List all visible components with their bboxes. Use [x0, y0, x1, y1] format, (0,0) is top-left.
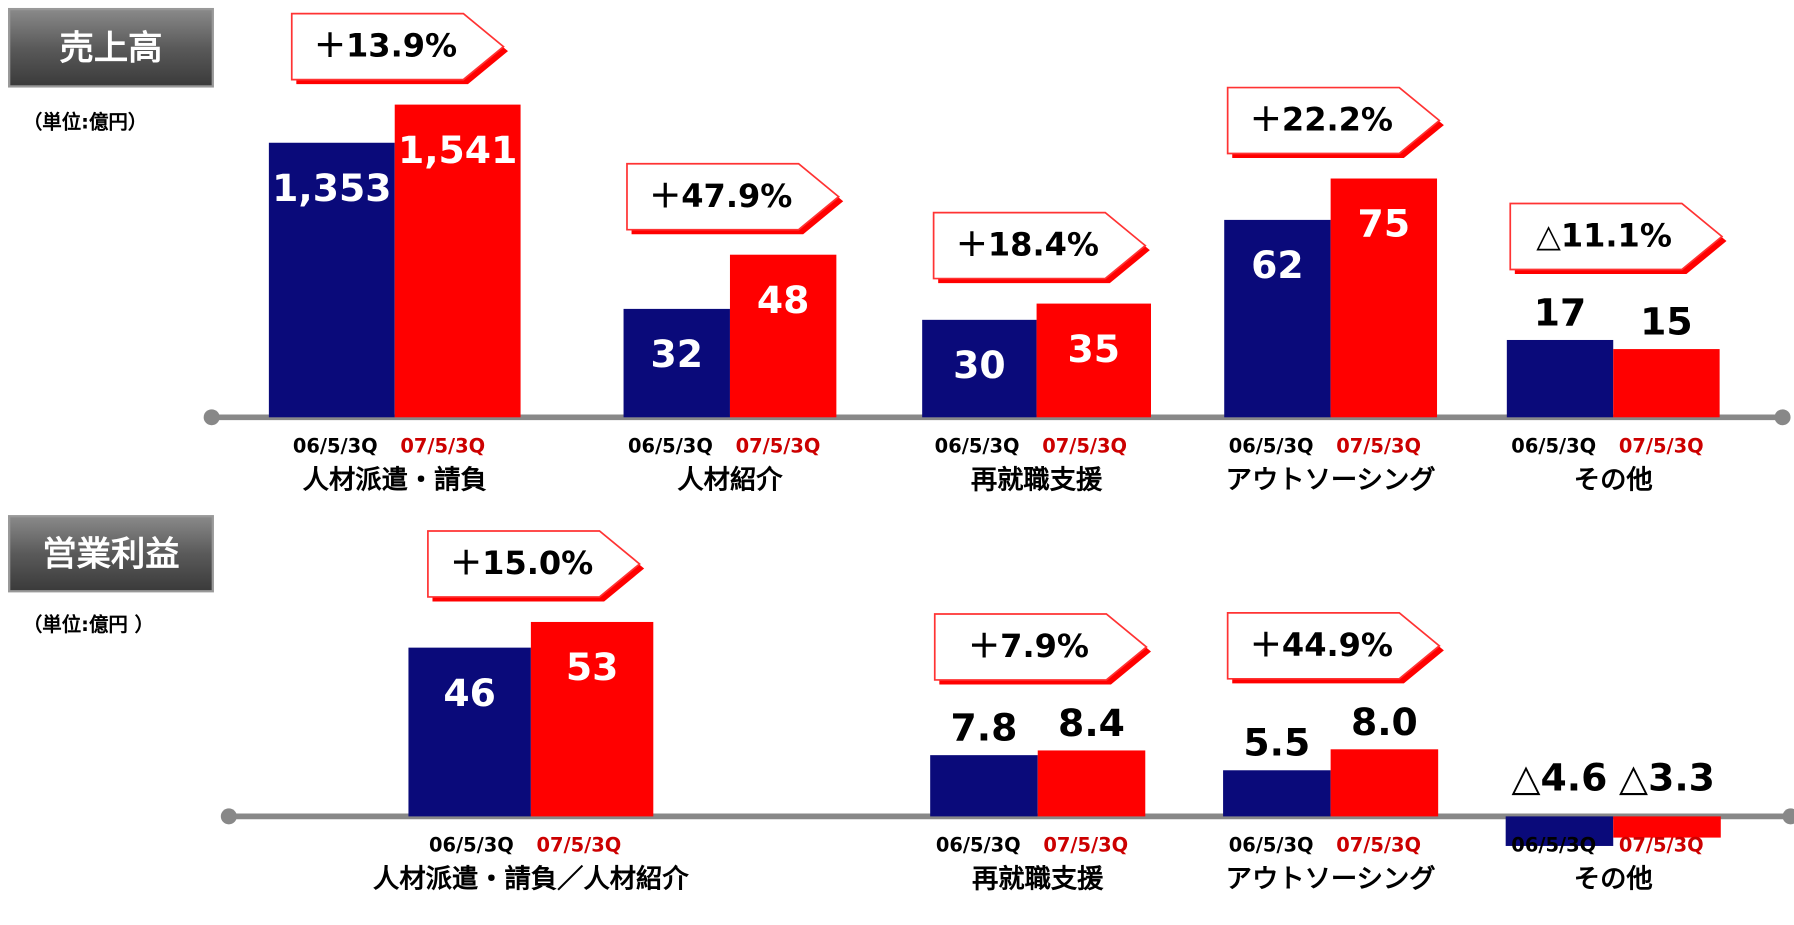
- category-label: アウトソーシング: [1226, 865, 1436, 895]
- bar: [268, 142, 395, 418]
- category-label: 再就職支援: [971, 466, 1103, 496]
- value-label: 8.4: [1058, 701, 1125, 745]
- category-label: 人材派遣・請負: [303, 465, 487, 496]
- axis-end: [1774, 409, 1791, 426]
- series-label: 06/5/3Q: [936, 833, 1021, 856]
- series-label: 06/5/3Q: [1229, 434, 1314, 457]
- series-label: 06/5/3Q: [935, 434, 1020, 457]
- unit-label: （単位:億円）: [23, 110, 147, 133]
- series-label: 07/5/3Q: [1619, 434, 1704, 457]
- value-label: 17: [1534, 291, 1587, 335]
- callout: [626, 162, 840, 231]
- bar: [1506, 339, 1614, 418]
- series-label: 06/5/3Q: [1511, 833, 1596, 856]
- growth-label: ＋15.0%: [450, 544, 593, 582]
- growth-label: ＋7.9%: [968, 627, 1089, 665]
- value-label: 5.5: [1243, 721, 1310, 765]
- bar: [922, 319, 1037, 418]
- series-label: 07/5/3Q: [537, 833, 622, 856]
- series-label: 06/5/3Q: [1511, 434, 1596, 457]
- bar: [1330, 178, 1438, 418]
- chart-title: 売上高: [60, 29, 163, 69]
- series-label: 07/5/3Q: [1042, 434, 1127, 457]
- series-label: 07/5/3Q: [1336, 833, 1421, 856]
- axis-end: [1782, 808, 1794, 825]
- category-label: 人材紹介: [677, 465, 783, 496]
- title-box: [8, 515, 214, 593]
- bar: [394, 104, 521, 418]
- growth-label: ＋47.9%: [649, 177, 792, 215]
- category-label: 再就職支援: [972, 865, 1104, 895]
- category-label: その他: [1574, 865, 1653, 895]
- axis-end: [220, 808, 237, 825]
- series-label: 06/5/3Q: [293, 434, 378, 457]
- series-label: 06/5/3Q: [1229, 833, 1314, 856]
- category-label: その他: [1574, 466, 1653, 496]
- title-box: [8, 7, 214, 88]
- value-label: 75: [1358, 202, 1411, 246]
- value-label: △3.3: [1619, 756, 1715, 800]
- value-label: 30: [953, 343, 1006, 387]
- value-label: 46: [443, 671, 496, 715]
- value-label: 15: [1640, 300, 1693, 344]
- value-label: 62: [1251, 243, 1304, 287]
- bar: [1330, 749, 1439, 817]
- callout: [1509, 202, 1724, 271]
- callout: [932, 211, 1147, 280]
- callout: [1226, 612, 1441, 680]
- bar: [1037, 750, 1146, 817]
- bar: [1036, 303, 1151, 418]
- category-label: アウトソーシング: [1226, 466, 1436, 496]
- bar: [1613, 349, 1720, 418]
- series-label: 07/5/3Q: [400, 434, 485, 457]
- value-label: 1,541: [398, 128, 517, 172]
- series-label: 07/5/3Q: [1619, 833, 1704, 856]
- bar: [408, 647, 531, 817]
- category-label: 人材派遣・請負／人材紹介: [373, 864, 689, 895]
- axis-end: [203, 409, 220, 426]
- growth-label: ＋22.2%: [1250, 101, 1393, 139]
- series-label: 07/5/3Q: [1043, 833, 1128, 856]
- bar: [930, 755, 1038, 817]
- value-label: 53: [566, 645, 619, 689]
- growth-label: ＋13.9%: [314, 27, 457, 65]
- bar: [1224, 219, 1331, 418]
- series-label: 07/5/3Q: [736, 434, 821, 457]
- series-label: 06/5/3Q: [429, 833, 514, 856]
- value-label: 7.8: [951, 706, 1018, 750]
- chart-title: 営業利益: [42, 535, 179, 575]
- value-label: △4.6: [1512, 756, 1608, 800]
- callout: [290, 12, 505, 81]
- growth-label: △11.1%: [1536, 217, 1672, 255]
- value-label: 32: [650, 332, 703, 376]
- bar: [1505, 816, 1614, 846]
- growth-label: ＋44.9%: [1250, 626, 1393, 664]
- callout: [1226, 86, 1441, 155]
- bar: [623, 308, 730, 418]
- unit-label: （単位:億円 ）: [23, 613, 154, 636]
- value-label: 35: [1068, 327, 1121, 371]
- growth-label: ＋18.4%: [956, 226, 1099, 264]
- callout: [427, 530, 641, 598]
- callout: [933, 613, 1148, 681]
- value-label: 48: [757, 278, 810, 322]
- value-label: 1,353: [272, 166, 391, 210]
- bar: [530, 621, 654, 817]
- bar: [1223, 770, 1331, 817]
- series-label: 06/5/3Q: [628, 434, 713, 457]
- series-label: 07/5/3Q: [1336, 434, 1421, 457]
- value-label: 8.0: [1351, 700, 1418, 744]
- bar: [729, 254, 837, 418]
- bar: [1613, 816, 1721, 838]
